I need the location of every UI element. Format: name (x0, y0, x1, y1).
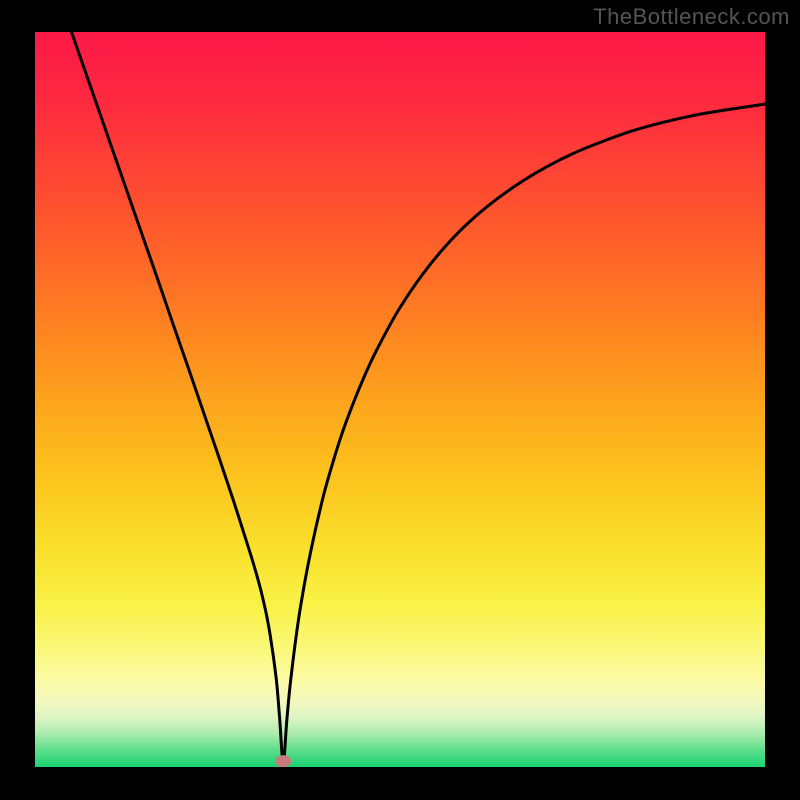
watermark-text: TheBottleneck.com (593, 4, 790, 30)
optimum-marker (275, 755, 291, 767)
chart-stage: TheBottleneck.com (0, 0, 800, 800)
bottleneck-chart-svg (0, 0, 800, 800)
plot-area (35, 32, 765, 767)
